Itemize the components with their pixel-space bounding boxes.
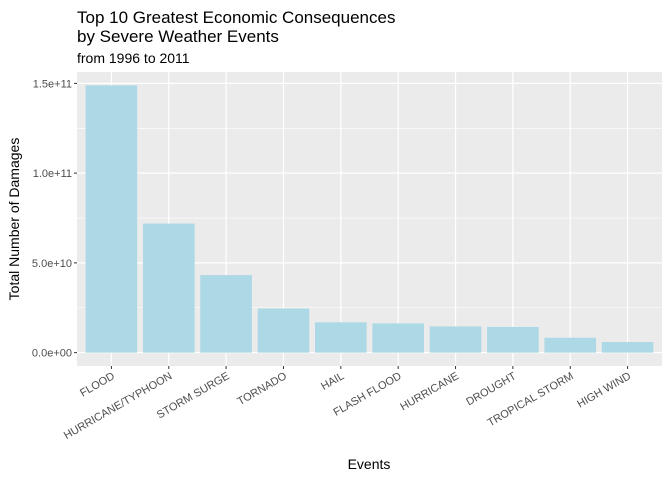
bar xyxy=(257,308,310,353)
y-axis-title: Total Number of Damages xyxy=(6,138,22,301)
y-axis-ticks: 0.0e+00 5.0e+10 1.0e+11 1.5e+11 xyxy=(32,78,77,360)
bar xyxy=(142,223,195,353)
x-tick-label: HURRICANE/TYPHOON xyxy=(62,370,174,442)
bar xyxy=(544,337,597,353)
chart-subtitle: from 1996 to 2011 xyxy=(77,50,190,66)
x-tick-label: TORNADO xyxy=(236,370,290,408)
x-axis-title: Events xyxy=(348,456,391,472)
bar xyxy=(601,342,654,353)
bar xyxy=(200,275,252,353)
y-tick-label: 5.0e+10 xyxy=(32,258,72,270)
chart-title-line-1: Top 10 Greatest Economic Consequences xyxy=(77,8,395,27)
x-tick-label: HAIL xyxy=(319,370,346,393)
bar xyxy=(85,85,138,353)
bar xyxy=(372,323,424,353)
bar xyxy=(315,322,367,353)
y-tick-label: 0.0e+00 xyxy=(32,348,72,360)
x-tick-label: HURRICANE xyxy=(398,370,461,413)
bar xyxy=(487,326,539,353)
bar xyxy=(429,326,482,353)
y-tick-label: 1.0e+11 xyxy=(33,168,72,180)
x-tick-label: FLOOD xyxy=(78,370,117,399)
x-tick-label: DROUGHT xyxy=(464,370,518,408)
chart-title-line-2: by Severe Weather Events xyxy=(77,27,279,46)
bars xyxy=(85,85,654,353)
x-tick-label: HIGH WIND xyxy=(575,370,633,410)
y-tick-label: 1.5e+11 xyxy=(33,78,72,90)
